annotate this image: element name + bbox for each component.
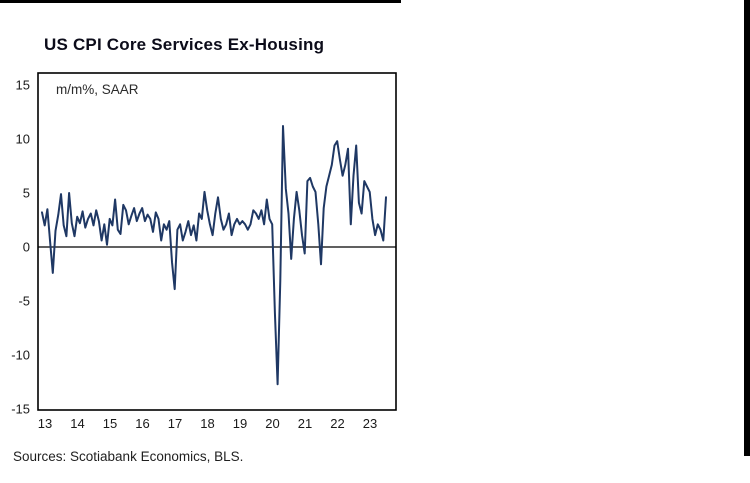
x-tick-label: 15 bbox=[103, 416, 117, 431]
x-tick-label: 17 bbox=[168, 416, 182, 431]
x-tick-label: 23 bbox=[363, 416, 377, 431]
y-tick-label: 10 bbox=[16, 132, 30, 147]
axis-frame bbox=[37, 72, 397, 411]
units-label: m/m%, SAAR bbox=[56, 82, 139, 97]
right-border bbox=[744, 0, 750, 456]
cpi-line bbox=[41, 125, 387, 386]
y-tick-label: -5 bbox=[18, 294, 30, 309]
y-tick-label: 15 bbox=[16, 78, 30, 93]
x-tick-label: 22 bbox=[330, 416, 344, 431]
source-line: Sources: Scotiabank Economics, BLS. bbox=[13, 449, 244, 464]
x-tick-label: 16 bbox=[135, 416, 149, 431]
x-tick-label: 13 bbox=[38, 416, 52, 431]
x-tick-label: 21 bbox=[298, 416, 312, 431]
chart-title: US CPI Core Services Ex-Housing bbox=[44, 35, 325, 54]
x-tick-label: 20 bbox=[265, 416, 279, 431]
y-tick-label: 0 bbox=[23, 240, 30, 255]
x-tick-label: 19 bbox=[233, 416, 247, 431]
y-tick-label: 5 bbox=[23, 186, 30, 201]
y-tick-label: -10 bbox=[11, 348, 30, 363]
x-tick-label: 18 bbox=[200, 416, 214, 431]
x-tick-label: 14 bbox=[70, 416, 84, 431]
top-border bbox=[0, 0, 401, 3]
y-tick-label: -15 bbox=[11, 402, 30, 417]
